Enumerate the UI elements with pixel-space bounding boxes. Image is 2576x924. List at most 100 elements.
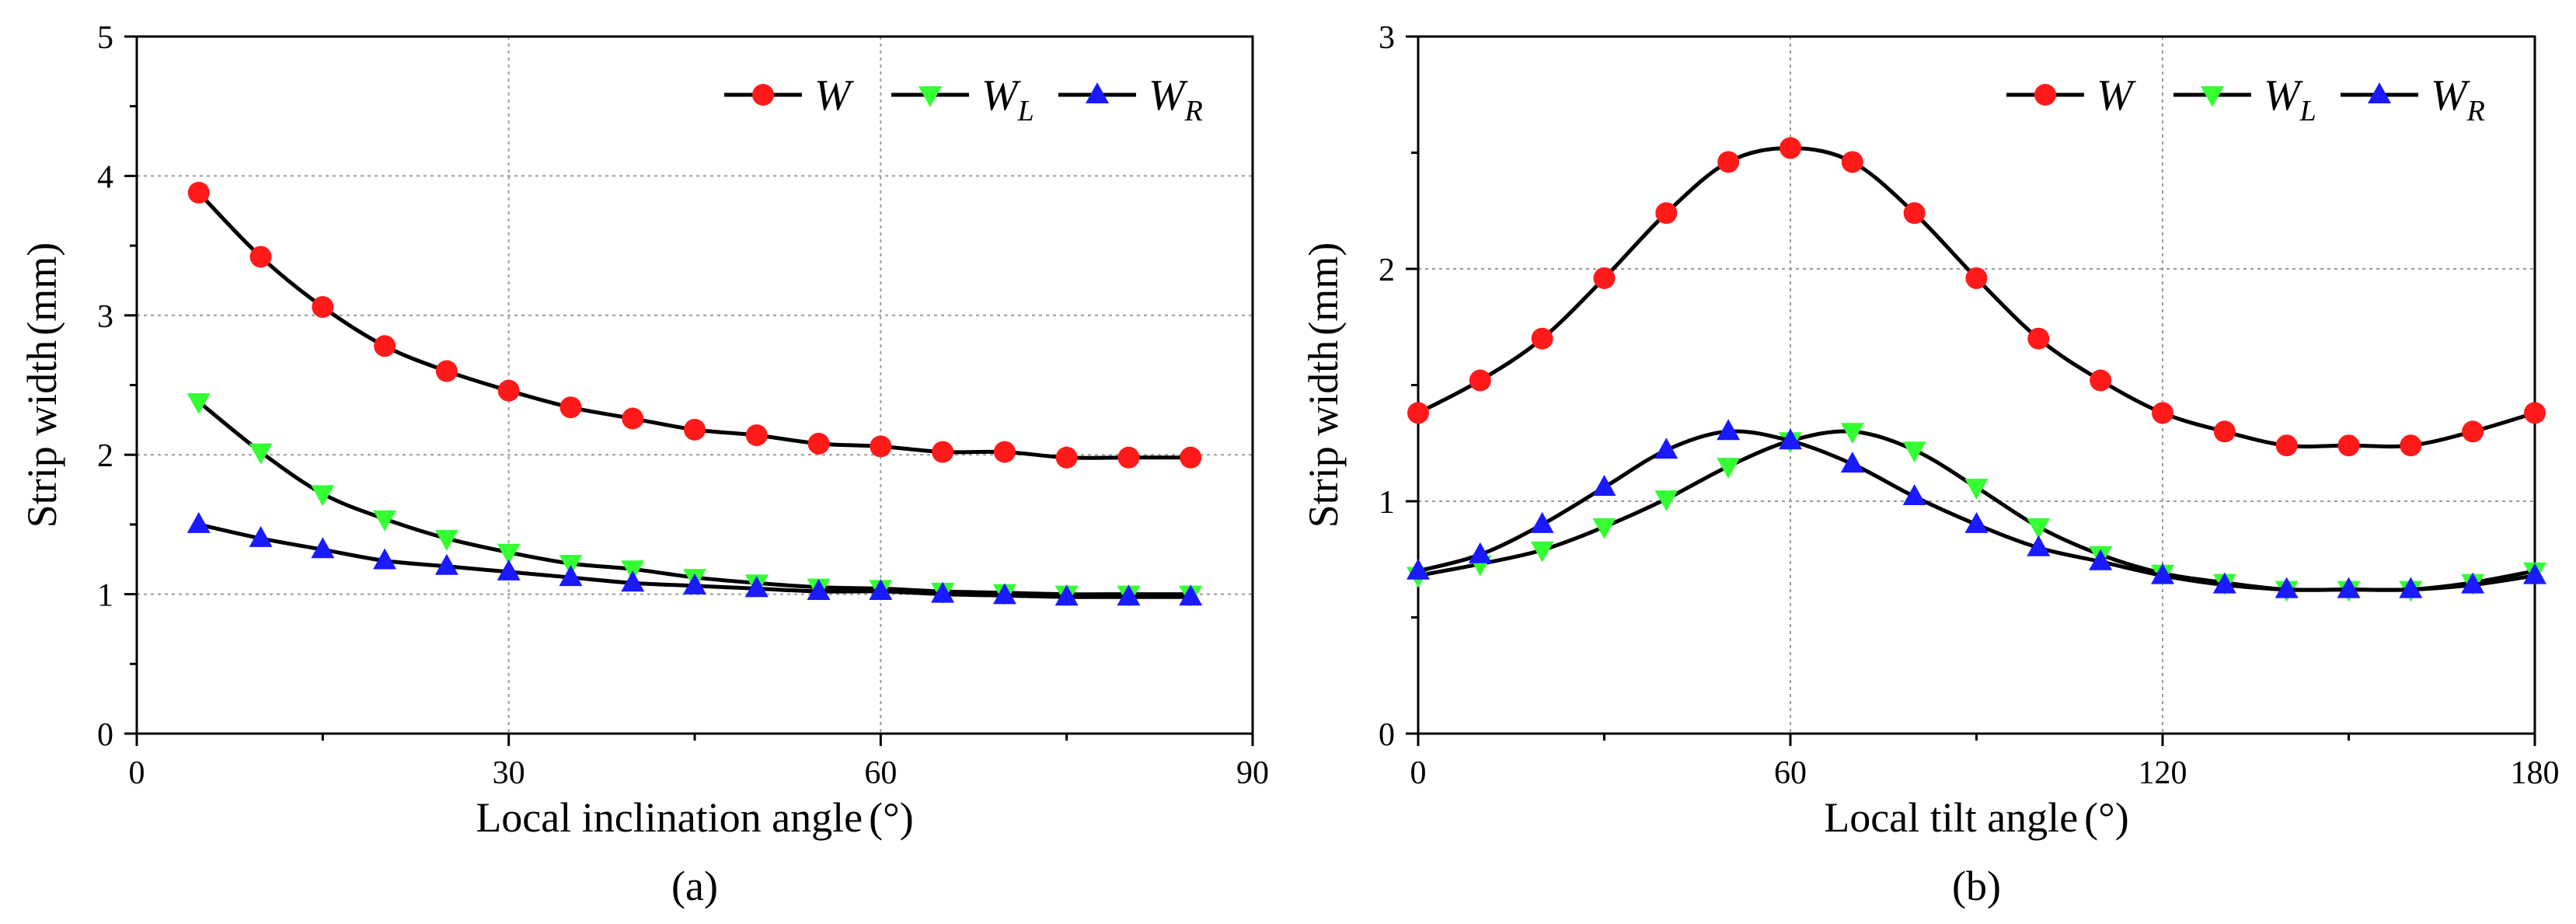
panel-a-series-w-marker xyxy=(622,407,644,430)
panel-a-series-w-marker xyxy=(993,441,1016,463)
panel-b-x-axis-title-unit: (°) xyxy=(2084,794,2129,841)
panel-b-series-w-marker xyxy=(2462,420,2484,443)
panel-a-x-axis-title: Local inclination angle (°) xyxy=(476,794,913,841)
panel-a-series-w-marker xyxy=(932,441,954,463)
panel-a-y-axis-title-text: Strip width xyxy=(19,340,65,528)
panel-a-legend-marker xyxy=(752,84,774,106)
panel-b-legend-label-main: W xyxy=(2264,71,2303,120)
panel-a-series-wr-marker xyxy=(497,559,521,581)
panel-a-series-w-marker xyxy=(745,424,768,447)
panel-b-chart: 0 60 120 180 0 1 2 3 Local tilt angle (°) Strip wi… xyxy=(1300,20,2560,909)
panel-b-legend-label-main: W xyxy=(2431,71,2470,120)
panel-b-series-wl-marker xyxy=(1840,423,1864,445)
panel-b-series-wr-marker xyxy=(1964,511,1989,533)
panel-a-legend-label-main: W xyxy=(1149,71,1188,120)
panel-b-y-axis-title: Strip width(mm) xyxy=(1300,242,1347,528)
panel-a-series-wr-marker xyxy=(186,511,211,533)
panel-b-series-wr-line xyxy=(1417,429,2536,592)
panel-a-x-tick-label: 30 xyxy=(493,755,525,791)
panel-a-y-axis-title: Strip width(mm) xyxy=(19,242,65,528)
panel-a-series-wr-marker xyxy=(1054,584,1079,606)
panel-a-legend-marker xyxy=(919,86,942,107)
panel-b-series-wl-marker xyxy=(1717,458,1741,479)
panel-a-series-wr-marker xyxy=(992,583,1016,605)
panel-a-y-tick-label: 5 xyxy=(97,20,113,56)
panel-b-legend-marker xyxy=(2201,86,2224,107)
panel-b-series-wr-marker xyxy=(1840,452,1864,473)
panel-b-caption: (b) xyxy=(1952,863,2001,909)
panel-a-legend-label-main: W xyxy=(814,71,854,120)
panel-a-series-wr-marker xyxy=(1179,584,1203,606)
panel-b-series-w-marker xyxy=(1407,402,1429,424)
panel-a-y-tick-label: 3 xyxy=(97,299,113,335)
panel-a-series-w-marker xyxy=(1180,446,1202,469)
panel-a-legend-label-main: W xyxy=(981,71,1021,120)
panel-a-series-w-marker xyxy=(312,296,334,319)
panel-b-series-w-marker xyxy=(1717,151,1740,173)
panel-a-series-wr-marker xyxy=(683,573,706,594)
panel-b-legend-label-main: W xyxy=(2097,71,2136,120)
panel-b-series-w-marker xyxy=(2524,402,2546,424)
panel-a-series-wr-marker xyxy=(311,537,335,559)
panel-b-series-wr-marker xyxy=(1902,484,1926,506)
panel-a-series-w-marker xyxy=(1055,446,1078,469)
panel-b-series-wr-marker xyxy=(2337,577,2361,598)
panel-a-series-wr-marker xyxy=(807,579,831,601)
panel-a-x-axis-title-text: Local inclination angle xyxy=(476,794,863,841)
panel-b-x-tick-label: 0 xyxy=(1410,755,1427,791)
panel-b-series-wl-marker xyxy=(1902,441,1926,463)
panel-b-series-wr-marker xyxy=(1654,438,1678,459)
panel-b-legend-label: W xyxy=(2097,71,2136,120)
panel-b-x-axis-title-text: Local tilt angle xyxy=(1824,794,2078,841)
panel-a-series-wl-marker xyxy=(311,485,335,507)
panel-b-y-tick-label: 2 xyxy=(1379,253,1395,288)
panel-a-legend-item: W xyxy=(724,71,854,120)
panel-b-series-wr-marker xyxy=(1468,542,1492,563)
panel-a-x-tick-label: 60 xyxy=(864,755,897,791)
panel-a-series-wr-marker xyxy=(559,565,583,587)
panel-a-series-wr-marker xyxy=(434,553,458,575)
panel-a-y-tick-label: 0 xyxy=(97,717,113,753)
panel-b-series-w-line xyxy=(1417,146,2536,449)
panel-a-series-wr-marker xyxy=(869,579,893,601)
panel-b-series-wr-marker xyxy=(1779,428,1802,450)
panel-b-plot-frame xyxy=(1417,35,2536,735)
panel-b-series-wr-marker xyxy=(1407,558,1430,580)
panel-a-series-wl-marker xyxy=(186,393,211,415)
panel-b-y-axis-title-unit: (mm) xyxy=(1300,242,1347,336)
panel-b-series-wl-marker xyxy=(1654,490,1678,512)
panel-b-series-w-marker xyxy=(2275,434,2298,457)
panel-b-series-wl-marker xyxy=(1964,479,1989,500)
panel-b-series-w-marker xyxy=(1593,267,1616,289)
panel-b-x-tick-label: 180 xyxy=(2511,755,2560,791)
panel-b-series-w-marker xyxy=(1655,202,1678,225)
panel-b-series-wr-marker xyxy=(2089,549,2113,570)
panel-b-series-wl-marker xyxy=(2027,518,2051,539)
panel-a-series-wr-marker xyxy=(249,525,273,547)
panel-a-series-w-marker xyxy=(559,396,582,419)
panel-a-series-wr-marker xyxy=(373,548,397,570)
panel-a-series-wl-marker xyxy=(497,543,521,565)
panel-a-series-w-marker xyxy=(870,435,892,458)
panel-a-series-w-marker xyxy=(374,335,396,357)
panel-b-series-wr-marker xyxy=(2523,563,2546,584)
panel-a-x-tick-label: 90 xyxy=(1236,755,1269,791)
panel-a-series-wr-marker xyxy=(931,581,955,603)
panel-b-series-wr-marker xyxy=(1530,511,1554,533)
panel-b-series-wl-marker xyxy=(1592,518,1616,539)
panel-a-x-axis-title-unit: (°) xyxy=(869,794,914,841)
panel-a-series-wr-marker xyxy=(621,570,645,592)
panel-a-series-wl-marker xyxy=(249,443,273,465)
panel-b-series-w-marker xyxy=(1965,267,1988,289)
panel-a-series-wl-marker xyxy=(434,529,458,551)
panel-b-x-axis-title: Local tilt angle (°) xyxy=(1824,794,2128,841)
panel-a-legend-label: WL xyxy=(981,71,1034,127)
panel-a-series-w-marker xyxy=(807,432,830,455)
panel-b-series-w-marker xyxy=(2152,402,2173,424)
panel-a-y-tick-label: 1 xyxy=(97,578,113,614)
panel-b-series-w-marker xyxy=(2337,434,2360,457)
panel-b-series-w-marker xyxy=(1841,151,1863,173)
panel-a-caption: (a) xyxy=(671,863,718,909)
panel-b-legend-marker xyxy=(2034,84,2056,106)
